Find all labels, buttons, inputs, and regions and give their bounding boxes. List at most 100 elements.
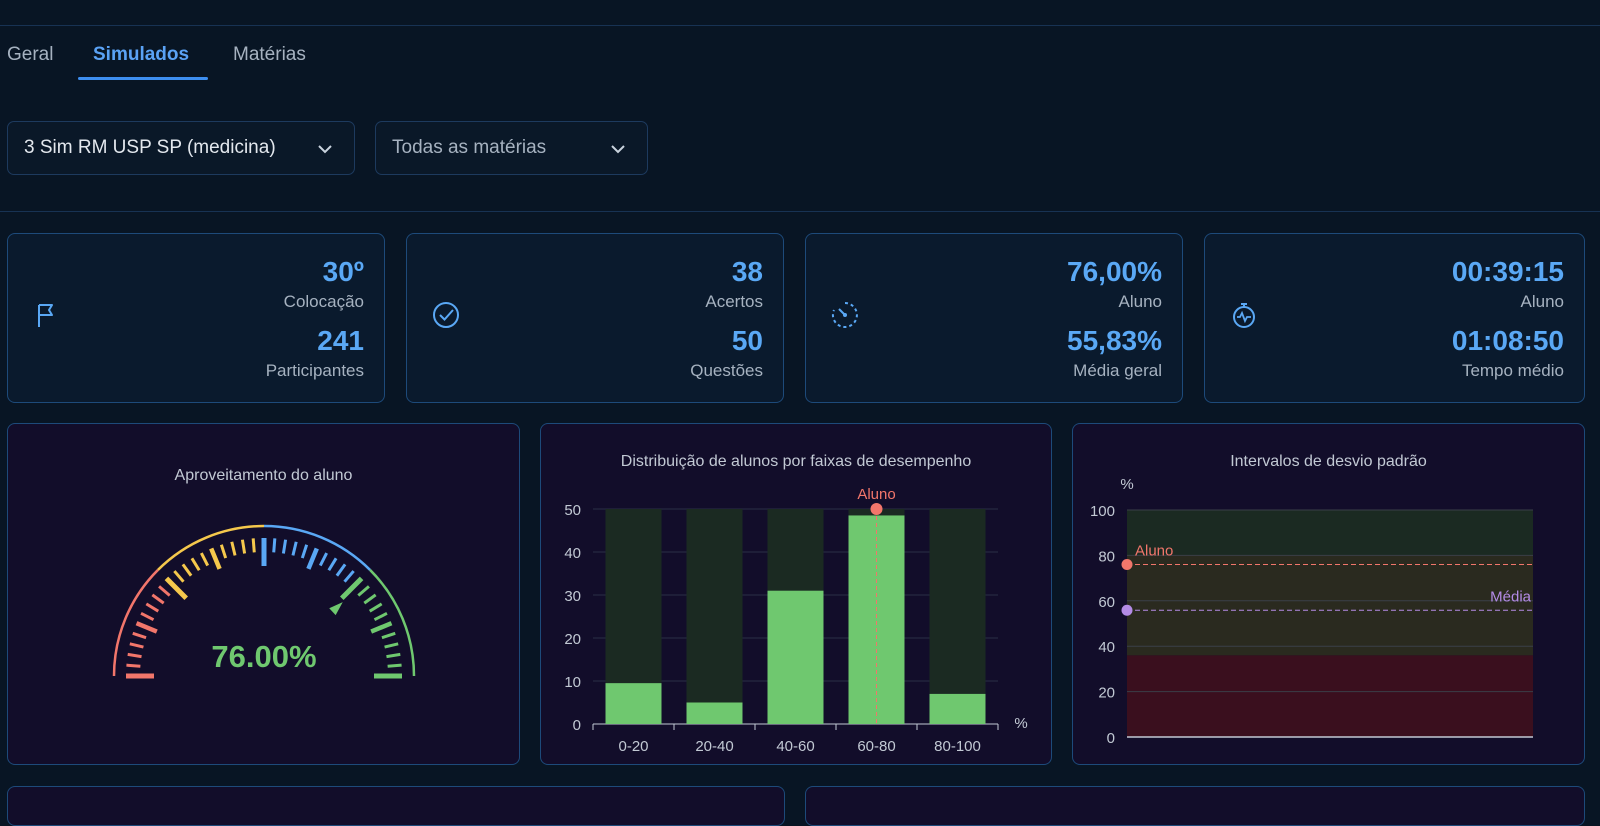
gauge-tick xyxy=(386,652,401,659)
stat-card-percentage: 76,00% Aluno 55,83% Média geral xyxy=(805,233,1183,403)
distribution-chart: 0 10 20 30 40 50 0-20 20-40 40-60 60-80 80-100% Alu… xyxy=(564,486,1027,755)
gauge-tick xyxy=(373,612,388,622)
y-tick-label: 30 xyxy=(564,588,581,605)
subject-select-value: Todas as matérias xyxy=(392,137,547,158)
gauge-arc-segment xyxy=(263,524,371,571)
subject-select[interactable]: Todas as matérias xyxy=(375,121,648,175)
gauge-tick xyxy=(357,585,370,597)
student-time-value: 00:39:15 xyxy=(1451,256,1564,287)
gauge-tick xyxy=(381,631,396,640)
gauge-tick xyxy=(158,585,171,597)
tab-materias[interactable]: Matérias xyxy=(233,44,306,65)
bar xyxy=(605,683,662,724)
bar xyxy=(686,702,743,724)
band xyxy=(1127,655,1533,737)
gauge-pointer xyxy=(329,602,343,616)
stopwatch-icon xyxy=(1233,303,1255,328)
y-tick-label: 20 xyxy=(1098,685,1115,702)
x-tick-label: 80-100 xyxy=(934,738,981,755)
distribution-title: Distribuição de alunos por faixas de des… xyxy=(620,453,972,470)
gauge-tick xyxy=(200,552,210,567)
gauge-tick xyxy=(370,621,393,634)
bar xyxy=(929,693,986,724)
gauge-tick xyxy=(387,663,402,668)
stddev-chart: 0 20 40 60 80 100% Aluno Média xyxy=(1090,476,1533,747)
mean-percentage-label: Média geral xyxy=(1073,361,1162,380)
gauge-tick xyxy=(132,631,147,640)
top-divider xyxy=(0,25,1600,26)
tab-simulados[interactable]: Simulados xyxy=(93,44,190,65)
gauge-tick xyxy=(219,544,228,559)
hits-label: Acertos xyxy=(705,292,763,311)
student-marker-label: Aluno xyxy=(857,486,895,503)
bar xyxy=(767,590,824,724)
gauge-tick xyxy=(126,663,141,668)
gauge-arc-segment xyxy=(369,569,416,677)
gauge-value: 76.00% xyxy=(211,639,316,674)
student-time-label: Aluno xyxy=(1520,292,1564,311)
x-tick-label: 60-80 xyxy=(857,738,895,755)
bar-background xyxy=(929,509,986,724)
exam-select[interactable]: 3 Sim RM USP SP (medicina) xyxy=(7,121,355,175)
flag-icon xyxy=(38,304,53,327)
y-tick-label: 40 xyxy=(564,545,581,562)
gauge-tick xyxy=(306,547,319,570)
gauge-tick xyxy=(230,541,237,556)
check-circle-icon xyxy=(433,302,459,328)
gauge-tick xyxy=(343,570,355,583)
y-axis-label: % xyxy=(1120,476,1133,493)
gauge-tick xyxy=(240,539,247,554)
y-tick-label: 80 xyxy=(1098,548,1115,565)
gauge-tick xyxy=(335,563,347,577)
gauge-timer-icon xyxy=(831,302,858,328)
questions-value: 50 xyxy=(731,325,763,356)
exam-select-value: 3 Sim RM USP SP (medicina) xyxy=(24,137,276,158)
gauge-tick xyxy=(272,538,277,553)
chevron-down-icon xyxy=(611,145,625,154)
y-tick-label: 20 xyxy=(564,631,581,648)
y-tick-label: 100 xyxy=(1090,503,1115,520)
active-tab-indicator xyxy=(78,77,208,80)
gauge-tick xyxy=(140,612,155,622)
gauge-tick xyxy=(181,563,193,577)
bottom-panel-left xyxy=(7,786,785,826)
gauge-tick xyxy=(318,552,328,567)
gauge-tick xyxy=(300,544,309,559)
gauge-panel: Aproveitamento do aluno 76.00% xyxy=(7,423,520,765)
gauge-tick xyxy=(327,557,338,572)
distribution-panel: Distribuição de alunos por faixas de des… xyxy=(540,423,1052,765)
gauge-tick xyxy=(129,642,144,649)
gauge-tick xyxy=(145,602,160,613)
chevron-down-icon xyxy=(318,145,332,154)
student-percentage-label: Aluno xyxy=(1118,292,1162,311)
gauge-tick xyxy=(173,570,185,583)
gauge-tick xyxy=(251,538,256,553)
y-tick-label: 0 xyxy=(573,717,581,734)
band xyxy=(1127,510,1533,556)
placement-value: 30º xyxy=(322,256,364,287)
gauge-tick xyxy=(363,593,377,605)
y-tick-label: 10 xyxy=(564,674,581,691)
student-percentage-value: 76,00% xyxy=(1067,256,1162,287)
hits-value: 38 xyxy=(731,256,763,287)
gauge-arc-segment xyxy=(157,524,265,571)
reference-dot xyxy=(1121,604,1133,616)
gauge-tick xyxy=(291,541,298,556)
gauge-tick xyxy=(209,547,222,570)
gauge-tick xyxy=(127,652,142,659)
performance-gauge: 76.00% xyxy=(112,524,416,679)
gauge-tick xyxy=(281,539,288,554)
mean-line-label: Média xyxy=(1490,588,1532,605)
questions-label: Questões xyxy=(690,361,763,380)
y-tick-label: 50 xyxy=(564,502,581,519)
gauge-tick xyxy=(135,621,158,634)
y-tick-label: 40 xyxy=(1098,639,1115,656)
section-divider xyxy=(0,211,1600,212)
gauge-tick xyxy=(384,642,399,649)
stat-card-hits: 38 Acertos 50 Questões xyxy=(406,233,784,403)
gauge-title: Aproveitamento do aluno xyxy=(174,467,353,484)
tab-geral[interactable]: Geral xyxy=(7,44,54,65)
bottom-panel-right xyxy=(805,786,1585,826)
x-tick-label: 40-60 xyxy=(776,738,814,755)
x-tick-label: 20-40 xyxy=(695,738,733,755)
